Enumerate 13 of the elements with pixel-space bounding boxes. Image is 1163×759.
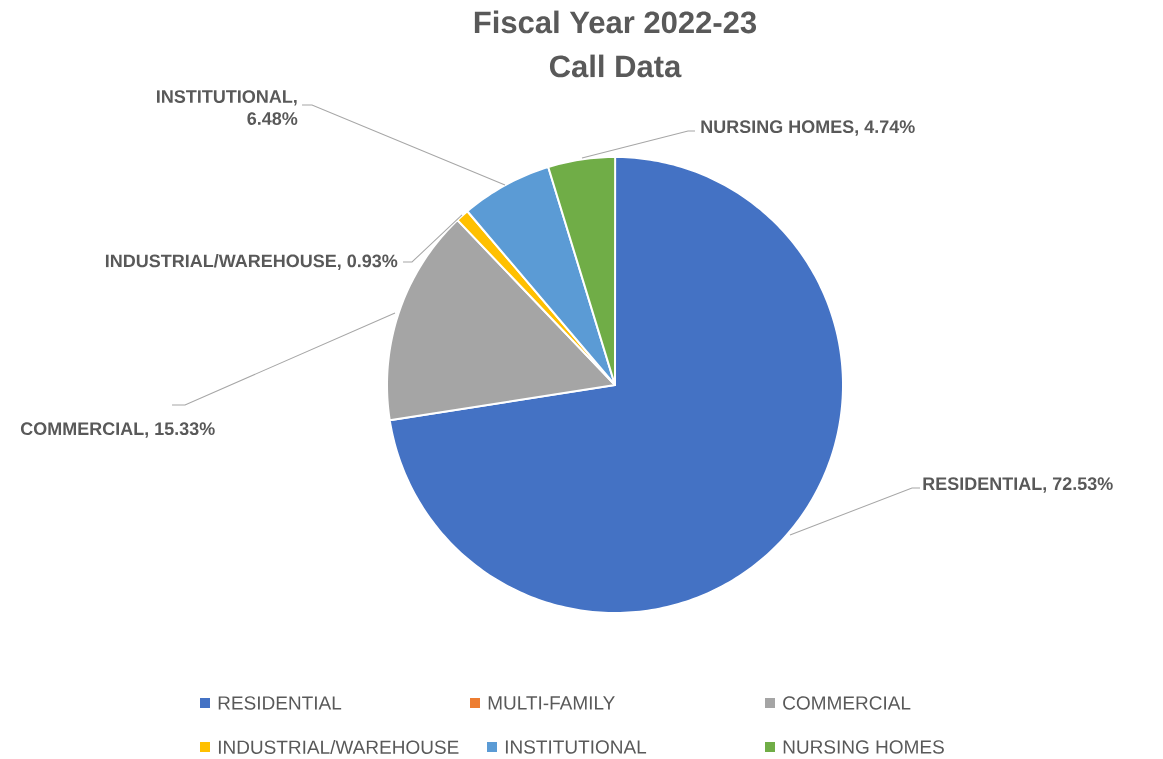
- data-label: COMMERCIAL, 15.33%: [20, 422, 215, 438]
- data-label: INDUSTRIAL/WAREHOUSE, 0.93%: [105, 254, 398, 270]
- legend-label: COMMERCIAL: [783, 696, 911, 710]
- data-label: INSTITUTIONAL, 6.48%: [157, 90, 298, 125]
- data-label: RESIDENTIAL, 72.53%: [923, 477, 1113, 493]
- chart-title: Fiscal Year 2022-23: [474, 10, 757, 34]
- legend-label: INSTITUTIONAL: [505, 740, 647, 754]
- legend-label: RESIDENTIAL: [218, 696, 342, 710]
- legend-label: MULTI-FAMILY: [488, 696, 615, 710]
- legend-label: INDUSTRIAL/WAREHOUSE: [218, 740, 459, 754]
- data-label: NURSING HOMES, 4.74%: [701, 120, 915, 136]
- legend-label: NURSING HOMES: [783, 740, 944, 754]
- chart-subtitle: Call Data: [549, 54, 682, 78]
